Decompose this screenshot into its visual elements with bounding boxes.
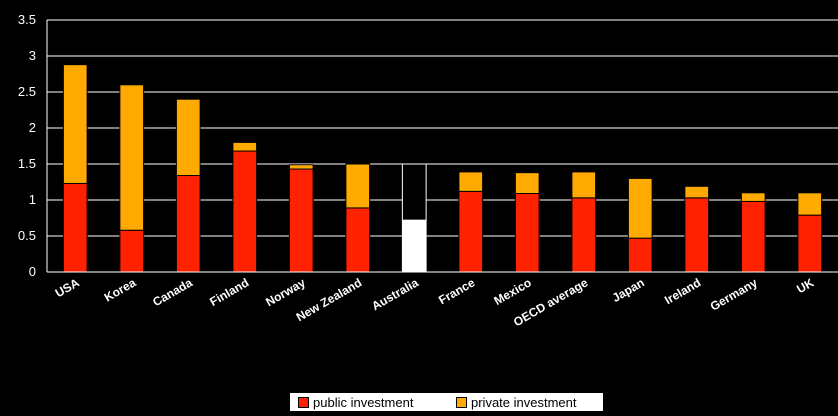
- x-tick-label: Australia: [369, 275, 421, 313]
- bar-private-norway: [288, 164, 314, 170]
- bar-public-uk: [797, 214, 823, 273]
- bar-public-japan: [627, 237, 653, 273]
- bar-public-ireland: [684, 197, 710, 273]
- y-tick-label: 2.5: [18, 84, 36, 99]
- bar-private-korea: [119, 84, 145, 231]
- gridlines: [47, 19, 838, 237]
- bar-private-mexico: [514, 172, 540, 195]
- bar-public-australia: [401, 219, 427, 273]
- legend-item-public: public investment: [298, 395, 413, 410]
- y-axis-ticks: 0 0.5 1 1.5 2 2.5 3 3.5: [18, 12, 36, 279]
- x-tick-label: France: [436, 275, 477, 307]
- bar-public-finland: [232, 150, 258, 273]
- x-tick-label: Finland: [207, 275, 251, 308]
- legend: public investment private investment: [289, 392, 604, 412]
- bar-public-oecd-average: [571, 197, 597, 273]
- bar-private-japan: [627, 177, 653, 239]
- bar-public-france: [458, 190, 484, 273]
- bar-private-canada: [175, 98, 201, 177]
- y-tick-label: 2: [29, 120, 36, 135]
- bar-private-germany: [740, 192, 766, 202]
- bar-public-korea: [119, 229, 145, 273]
- bar-public-germany: [740, 200, 766, 273]
- axes: [46, 20, 838, 273]
- bar-private-usa: [62, 64, 88, 184]
- y-tick-label: 0: [29, 264, 36, 279]
- bar-public-canada: [175, 175, 201, 273]
- bar-public-norway: [288, 168, 314, 273]
- bar-private-new-zealand: [345, 163, 371, 209]
- bar-private-australia: [401, 163, 427, 221]
- bars: [62, 64, 823, 273]
- y-tick-label: 3: [29, 48, 36, 63]
- x-tick-label: Korea: [102, 275, 139, 304]
- x-tick-label: UK: [794, 275, 816, 296]
- legend-label-public: public investment: [313, 395, 414, 410]
- bar-private-ireland: [684, 185, 710, 199]
- y-tick-label: 0.5: [18, 228, 36, 243]
- legend-label-private: private investment: [471, 395, 577, 410]
- bar-private-uk: [797, 192, 823, 216]
- x-tick-label: Germany: [708, 275, 760, 313]
- x-tick-label: USA: [53, 275, 82, 300]
- bar-private-oecd-average: [571, 171, 597, 199]
- legend-item-private: private investment: [456, 395, 577, 410]
- x-tick-label: Mexico: [492, 275, 534, 307]
- y-tick-label: 1: [29, 192, 36, 207]
- y-tick-label: 3.5: [18, 12, 36, 27]
- bar-private-france: [458, 171, 484, 192]
- bar-private-finland: [232, 141, 258, 152]
- x-tick-label: Ireland: [662, 275, 703, 307]
- x-tick-label: Canada: [150, 275, 195, 309]
- legend-swatch-private: [456, 397, 467, 408]
- x-tick-label: Norway: [263, 275, 308, 309]
- legend-swatch-public: [298, 397, 309, 408]
- bar-public-usa: [62, 182, 88, 273]
- x-tick-label: Japan: [610, 275, 647, 304]
- bar-public-new-zealand: [345, 207, 371, 273]
- bar-public-mexico: [514, 193, 540, 273]
- y-tick-label: 1.5: [18, 156, 36, 171]
